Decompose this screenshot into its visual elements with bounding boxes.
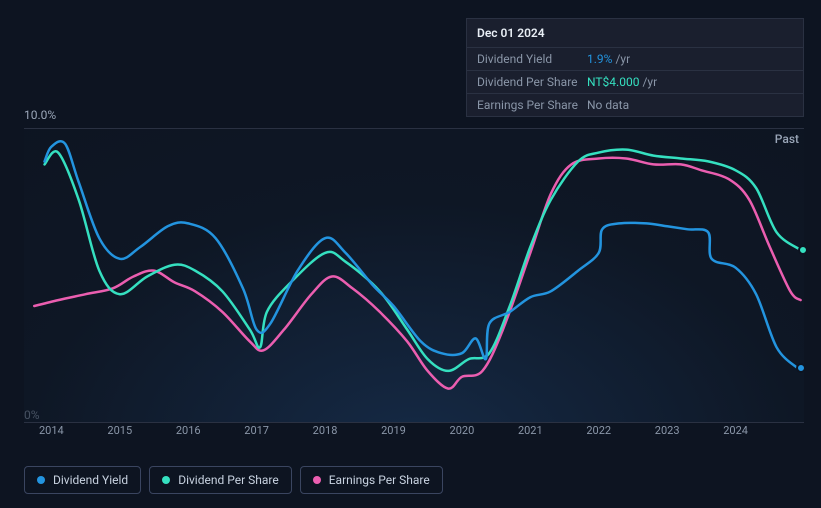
legend-item-dividend-per-share[interactable]: Dividend Per Share: [149, 466, 292, 494]
tooltip-row-value: No data: [587, 98, 629, 112]
tooltip-row-value: NT$4.000/yr: [587, 75, 657, 89]
x-tick: 2017: [244, 424, 269, 437]
legend-dot-icon: [313, 476, 321, 484]
tooltip-row: Dividend Per ShareNT$4.000/yr: [467, 71, 803, 94]
tooltip-row: Dividend Yield1.9%/yr: [467, 48, 803, 71]
legend-label: Dividend Per Share: [178, 473, 279, 487]
x-tick: 2020: [450, 424, 475, 437]
legend-label: Dividend Yield: [53, 473, 128, 487]
x-tick: 2015: [107, 424, 132, 437]
chart-legend: Dividend Yield Dividend Per Share Earnings…: [24, 466, 443, 494]
x-tick: 2019: [381, 424, 406, 437]
x-tick: 2018: [313, 424, 338, 437]
legend-item-earnings-per-share[interactable]: Earnings Per Share: [300, 466, 443, 494]
x-tick: 2022: [586, 424, 611, 437]
tooltip-row-label: Earnings Per Share: [477, 98, 587, 112]
chart-lines: [24, 129, 804, 424]
y-axis-max: 10.0%: [24, 108, 56, 122]
tooltip-row-label: Dividend Yield: [477, 52, 587, 66]
x-tick: 2014: [39, 424, 64, 437]
legend-dot-icon: [162, 476, 170, 484]
chart-tooltip: Dec 01 2024 Dividend Yield1.9%/yrDividen…: [466, 18, 804, 117]
dividend_per_share-line: [45, 150, 801, 371]
legend-item-dividend-yield[interactable]: Dividend Yield: [24, 466, 141, 494]
x-tick: 2024: [723, 424, 748, 437]
tooltip-date: Dec 01 2024: [467, 19, 803, 48]
x-tick: 2021: [518, 424, 543, 437]
tooltip-row-value: 1.9%/yr: [587, 52, 630, 66]
tooltip-rows: Dividend Yield1.9%/yrDividend Per ShareN…: [467, 48, 803, 116]
earnings_per_share-line: [34, 158, 800, 389]
past-label: Past: [775, 132, 799, 146]
dividend_yield-line: [45, 141, 798, 368]
dividend_per_share-end-marker: [798, 245, 808, 255]
tooltip-row: Earnings Per ShareNo data: [467, 94, 803, 116]
dividend_yield-end-marker: [796, 363, 806, 373]
tooltip-row-label: Dividend Per Share: [477, 75, 587, 89]
legend-label: Earnings Per Share: [329, 473, 430, 487]
x-tick: 2023: [655, 424, 680, 437]
dividend-chart: Dec 01 2024 Dividend Yield1.9%/yrDividen…: [0, 0, 821, 508]
chart-plot-area[interactable]: [24, 128, 804, 423]
legend-dot-icon: [37, 476, 45, 484]
x-axis: 2014 2015 2016 2017 2018 2019 2020 2021 2022 2023…: [24, 424, 804, 444]
x-tick: 2016: [176, 424, 201, 437]
